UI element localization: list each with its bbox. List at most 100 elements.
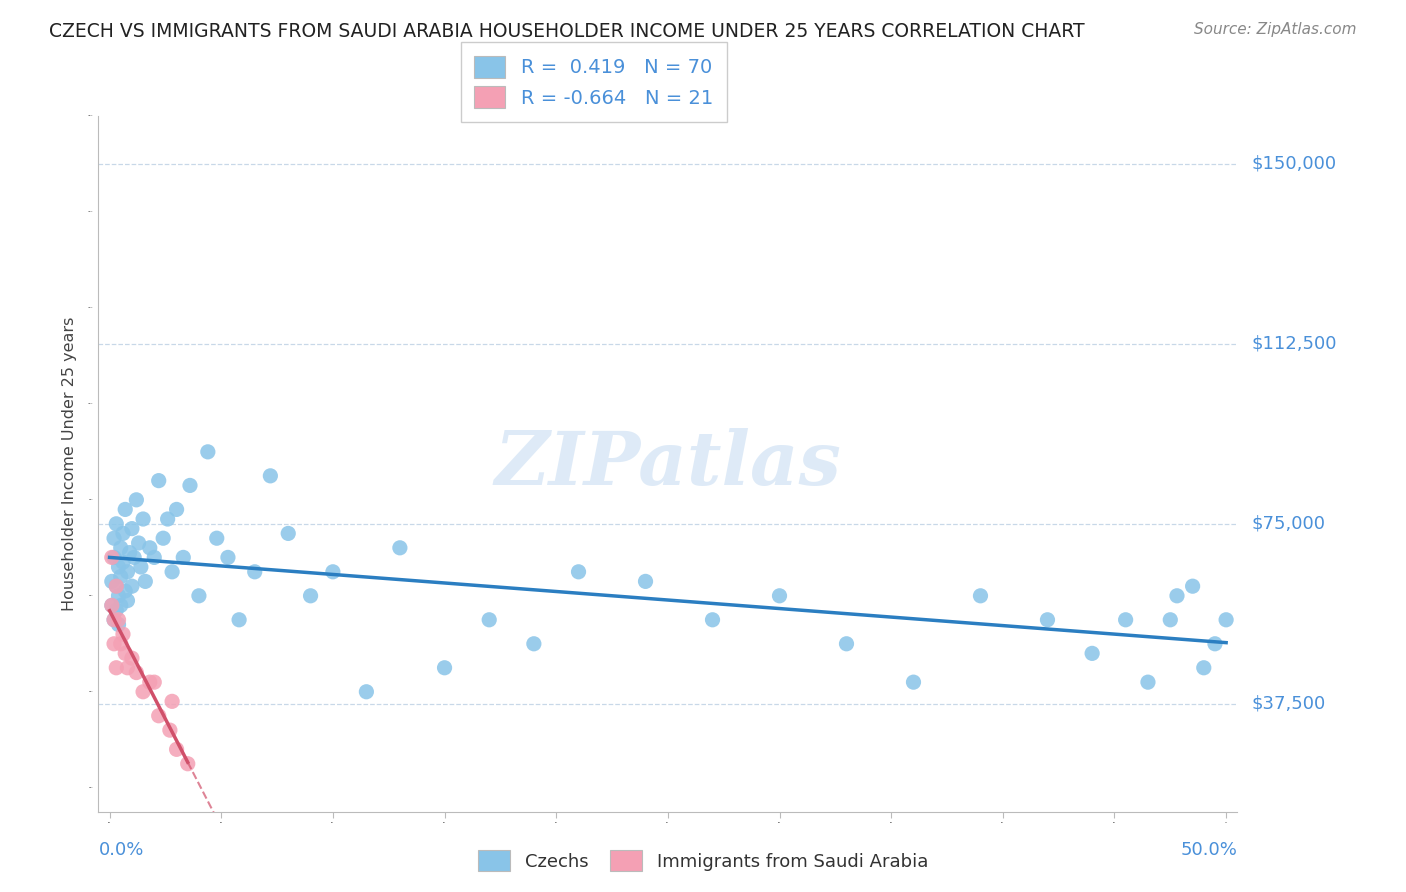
Point bbox=[101, 599, 124, 613]
Point bbox=[1136, 675, 1159, 690]
Text: $112,500: $112,500 bbox=[1251, 334, 1337, 353]
Point bbox=[128, 536, 150, 550]
Point bbox=[121, 651, 143, 665]
Point bbox=[103, 613, 125, 627]
Point bbox=[143, 550, 166, 565]
Point bbox=[105, 603, 128, 617]
Text: 50.0%: 50.0% bbox=[1181, 840, 1237, 858]
Point bbox=[110, 637, 132, 651]
Point bbox=[103, 531, 125, 545]
Point bbox=[143, 675, 166, 690]
Point bbox=[159, 723, 181, 738]
Point bbox=[1166, 589, 1188, 603]
Point bbox=[134, 574, 156, 589]
Point bbox=[1215, 613, 1237, 627]
Point bbox=[1181, 579, 1204, 593]
Point bbox=[110, 569, 132, 583]
Point bbox=[114, 584, 136, 599]
Point bbox=[567, 565, 589, 579]
Point bbox=[205, 531, 228, 545]
Point bbox=[523, 637, 546, 651]
Point bbox=[105, 661, 128, 675]
Point bbox=[197, 445, 219, 459]
Point bbox=[111, 526, 134, 541]
Text: 0.0%: 0.0% bbox=[98, 840, 143, 858]
Point bbox=[117, 593, 139, 607]
Point bbox=[768, 589, 790, 603]
Point bbox=[1081, 646, 1104, 660]
Point bbox=[1159, 613, 1181, 627]
Point bbox=[107, 589, 129, 603]
Point bbox=[148, 708, 170, 723]
Point bbox=[166, 502, 188, 516]
Text: Source: ZipAtlas.com: Source: ZipAtlas.com bbox=[1194, 22, 1357, 37]
Point bbox=[125, 492, 148, 507]
Y-axis label: Householder Income Under 25 years: Householder Income Under 25 years bbox=[62, 317, 77, 611]
Point bbox=[322, 565, 344, 579]
Point bbox=[132, 512, 155, 526]
Point bbox=[101, 599, 124, 613]
Text: $37,500: $37,500 bbox=[1251, 695, 1326, 713]
Point bbox=[1036, 613, 1059, 627]
Point bbox=[139, 541, 162, 555]
Point bbox=[433, 661, 456, 675]
Point bbox=[903, 675, 925, 690]
Point bbox=[179, 478, 201, 492]
Point bbox=[110, 541, 132, 555]
Text: $150,000: $150,000 bbox=[1251, 155, 1336, 173]
Point bbox=[121, 522, 143, 536]
Point bbox=[160, 565, 183, 579]
Point bbox=[156, 512, 179, 526]
Point bbox=[259, 468, 281, 483]
Point bbox=[356, 685, 378, 699]
Point bbox=[101, 574, 124, 589]
Point bbox=[388, 541, 411, 555]
Point bbox=[835, 637, 858, 651]
Text: $75,000: $75,000 bbox=[1251, 515, 1326, 533]
Point bbox=[177, 756, 200, 771]
Point bbox=[228, 613, 250, 627]
Point bbox=[277, 526, 299, 541]
Point bbox=[114, 502, 136, 516]
Point bbox=[132, 685, 155, 699]
Point bbox=[139, 675, 162, 690]
Point bbox=[243, 565, 266, 579]
Point bbox=[101, 550, 124, 565]
Point bbox=[172, 550, 194, 565]
Point bbox=[103, 613, 125, 627]
Text: ZIPatlas: ZIPatlas bbox=[495, 427, 841, 500]
Point bbox=[107, 613, 129, 627]
Point bbox=[105, 579, 128, 593]
Point bbox=[160, 694, 183, 708]
Point bbox=[125, 665, 148, 680]
Point bbox=[107, 617, 129, 632]
Point bbox=[1204, 637, 1226, 651]
Point bbox=[107, 560, 129, 574]
Point bbox=[117, 565, 139, 579]
Point bbox=[122, 550, 145, 565]
Point bbox=[152, 531, 174, 545]
Point bbox=[166, 742, 188, 756]
Point bbox=[117, 661, 139, 675]
Point bbox=[478, 613, 501, 627]
Point bbox=[129, 560, 152, 574]
Text: CZECH VS IMMIGRANTS FROM SAUDI ARABIA HOUSEHOLDER INCOME UNDER 25 YEARS CORRELAT: CZECH VS IMMIGRANTS FROM SAUDI ARABIA HO… bbox=[49, 22, 1085, 41]
Legend: Czechs, Immigrants from Saudi Arabia: Czechs, Immigrants from Saudi Arabia bbox=[471, 843, 935, 879]
Point bbox=[969, 589, 991, 603]
Point bbox=[1115, 613, 1137, 627]
Point bbox=[187, 589, 209, 603]
Point bbox=[148, 474, 170, 488]
Point bbox=[217, 550, 239, 565]
Point bbox=[114, 646, 136, 660]
Point bbox=[111, 555, 134, 569]
Point bbox=[111, 627, 134, 641]
Point bbox=[299, 589, 322, 603]
Point bbox=[1192, 661, 1215, 675]
Legend: R =  0.419   N = 70, R = -0.664   N = 21: R = 0.419 N = 70, R = -0.664 N = 21 bbox=[461, 42, 727, 122]
Point bbox=[105, 516, 128, 531]
Point bbox=[103, 550, 125, 565]
Point bbox=[118, 546, 141, 560]
Point bbox=[121, 579, 143, 593]
Point bbox=[110, 599, 132, 613]
Point bbox=[103, 637, 125, 651]
